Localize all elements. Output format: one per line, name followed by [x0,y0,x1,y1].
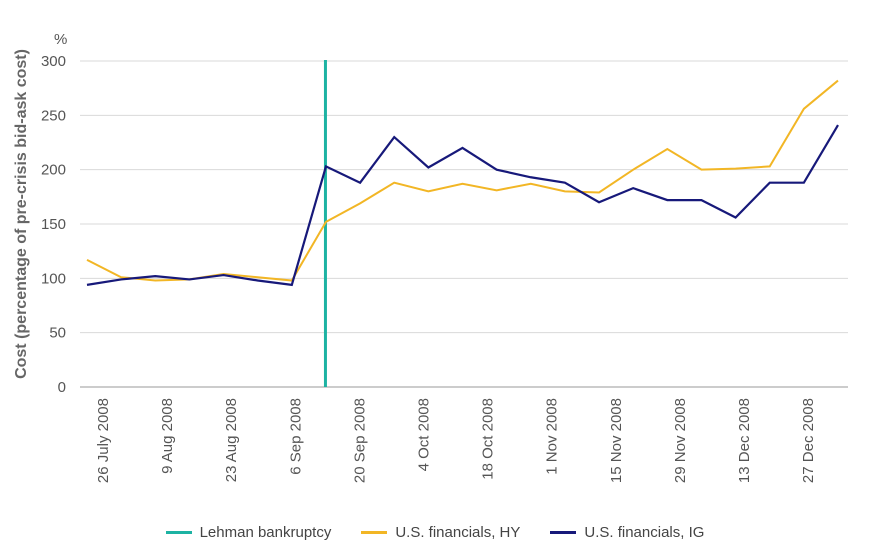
x-tick-label: 18 Oct 2008 [480,398,497,480]
x-tick-label: 27 Dec 2008 [800,398,817,483]
x-tick-label: 29 Nov 2008 [672,398,689,483]
x-tick-label: 20 Sep 2008 [351,398,368,483]
line-chart: 0 50 100 150 200 250 300 % Cost (percentage of… [13,31,848,483]
x-tick-label: 9 Aug 2008 [159,398,176,474]
legend-item-lehman: Lehman bankruptcy [165,524,332,541]
series-line-ig [86,124,839,287]
legend-swatch [361,531,388,534]
y-axis-title: Cost (percentage of pre-crisis bid-ask c… [13,49,30,379]
y-axis-unit: % [54,31,67,48]
x-tick-label: 4 Oct 2008 [416,398,433,471]
gridlines [80,60,848,334]
legend-swatch [165,531,192,534]
y-tick-label: 150 [41,216,66,233]
x-tick-label: 26 July 2008 [95,398,112,483]
y-tick-label: 250 [41,107,66,124]
legend-item-hy: U.S. financials, HY [361,524,520,541]
y-tick-label: 0 [58,379,66,396]
legend-swatch [550,531,577,534]
legend-item-ig: U.S. financials, IG [550,524,704,541]
legend-label: Lehman bankruptcy [199,524,332,541]
x-axis-ticks: 26 July 2008 9 Aug 2008 23 Aug 2008 6 Sep 2… [95,398,817,483]
x-tick-label: 15 Nov 2008 [608,398,625,483]
y-axis-ticks: 0 50 100 150 200 250 300 [41,53,66,396]
x-tick-label: 23 Aug 2008 [223,398,240,482]
series-line-hy [86,79,839,282]
x-tick-label: 1 Nov 2008 [544,398,561,475]
y-tick-label: 100 [41,270,66,287]
legend-label: U.S. financials, HY [395,524,521,541]
y-tick-label: 50 [49,325,66,342]
x-tick-label: 13 Dec 2008 [736,398,753,483]
y-tick-label: 200 [41,162,66,179]
x-tick-label: 6 Sep 2008 [287,398,304,475]
y-tick-label: 300 [41,53,66,70]
series-lines [86,79,839,287]
legend: Lehman bankruptcy U.S. financials, HY U.… [0,524,870,541]
legend-label: U.S. financials, IG [584,524,705,541]
